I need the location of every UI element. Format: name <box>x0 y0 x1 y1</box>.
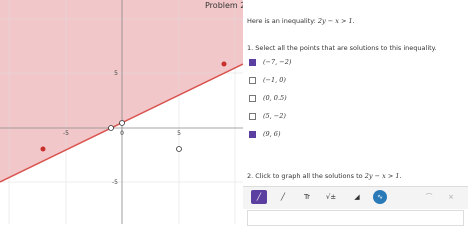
option-label: (−7, −2) <box>263 58 292 66</box>
eraser-tool[interactable]: ◢ <box>354 193 360 201</box>
graph[interactable]: 5 -5 -5 0 5 <box>0 0 243 224</box>
text-tool[interactable]: Tr <box>303 193 311 201</box>
option[interactable]: (9, 6) <box>249 130 280 138</box>
part2-text: 2. Click to graph all the solutions to <box>247 172 363 180</box>
checkbox[interactable] <box>249 58 256 66</box>
title: Problem 2 <box>205 1 246 10</box>
point <box>108 125 114 131</box>
option-label: (9, 6) <box>263 130 281 138</box>
part2-math: 2y − x > 1. <box>364 172 402 180</box>
math-tool[interactable]: √± <box>325 193 337 201</box>
y-label: -5 <box>112 179 118 186</box>
option[interactable]: (−7, −2) <box>249 58 291 66</box>
toolbar <box>243 186 468 209</box>
inequality: 2y − x > 1. <box>317 17 355 25</box>
undo[interactable]: ⌒ <box>425 193 433 201</box>
close[interactable]: × <box>448 193 454 201</box>
ray-tool[interactable]: ╱ <box>251 190 267 204</box>
point <box>176 146 182 152</box>
axis-labels: 5 -5 -5 0 5 <box>63 70 181 186</box>
graph-area[interactable] <box>247 210 464 226</box>
option[interactable]: (0, 0.5) <box>249 94 287 102</box>
option-label: (0, 0.5) <box>263 94 287 102</box>
page: 5 -5 -5 0 5 Problem 2 Here is an inequal… <box>0 0 468 226</box>
point <box>221 61 227 67</box>
option-label: (5, −2) <box>263 112 286 120</box>
x-label: -5 <box>63 130 69 137</box>
color-tool[interactable]: ∿ <box>373 190 387 204</box>
intro: Here is an inequality: 2y − x > 1. <box>247 17 355 25</box>
x-label: 0 <box>120 130 124 137</box>
part1: 1. Select all the points that are soluti… <box>247 44 437 52</box>
point <box>40 146 46 152</box>
intro-text: Here is an inequality: <box>247 17 316 25</box>
solution-region <box>0 0 243 182</box>
grid <box>0 0 243 224</box>
option[interactable]: (−1, 0) <box>249 76 286 84</box>
point <box>119 120 125 126</box>
question-panel: Here is an inequality: 2y − x > 1. 1. Se… <box>243 0 468 226</box>
checkbox[interactable] <box>249 112 256 120</box>
line-tool[interactable]: ╱ <box>280 193 286 201</box>
option[interactable]: (5, −2) <box>249 112 286 120</box>
checkbox[interactable] <box>249 76 256 84</box>
y-label: 5 <box>114 70 118 77</box>
checkbox[interactable] <box>249 130 256 138</box>
option-label: (−1, 0) <box>263 76 286 84</box>
part2: 2. Click to graph all the solutions to 2… <box>247 172 402 180</box>
checkbox[interactable] <box>249 94 256 102</box>
x-label: 5 <box>177 130 181 137</box>
